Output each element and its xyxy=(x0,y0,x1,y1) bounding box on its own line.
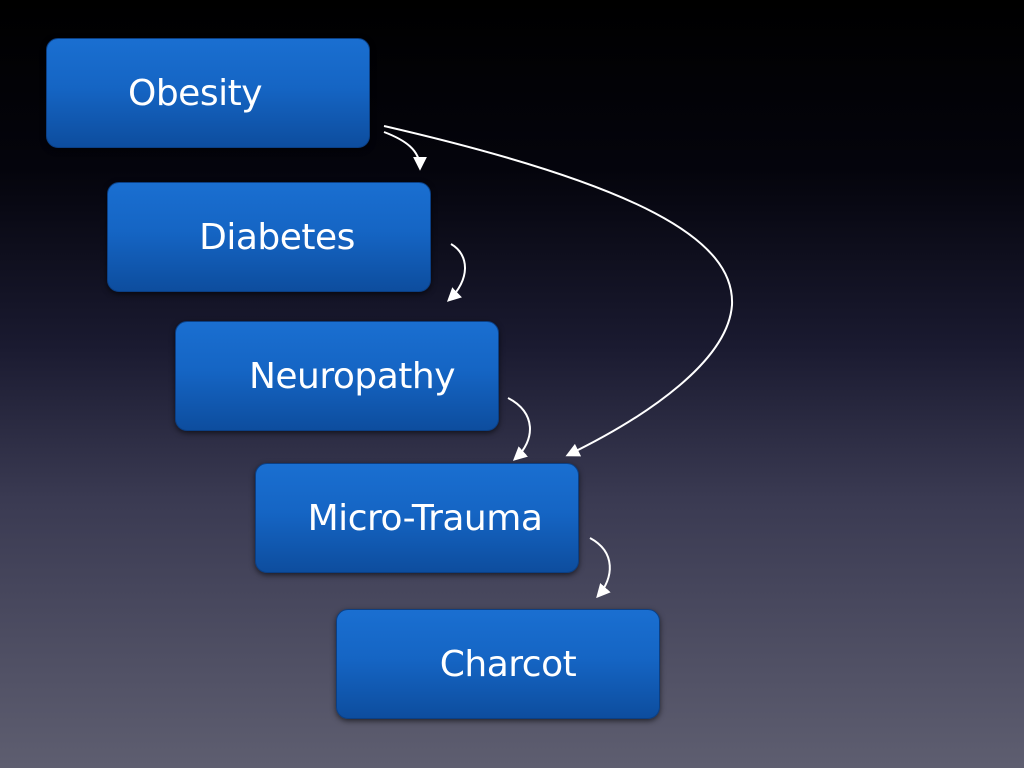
node-label: Diabetes xyxy=(199,216,355,258)
node-neuropathy: Neuropathy xyxy=(175,321,499,431)
node-charcot: Charcot xyxy=(336,609,660,719)
node-micro-trauma: Micro-Trauma xyxy=(255,463,579,573)
arrow-micro-trauma-to-charcot xyxy=(589,537,611,599)
node-obesity: Obesity xyxy=(46,38,370,148)
node-diabetes: Diabetes xyxy=(107,182,431,292)
arrow-diabetes-to-neuropathy xyxy=(446,243,466,302)
arrow-obesity-to-diabetes xyxy=(383,131,427,171)
node-label: Obesity xyxy=(127,72,263,114)
node-label: Micro-Trauma xyxy=(307,497,543,539)
arrow-neuropathy-to-micro-trauma xyxy=(507,397,531,461)
node-label: Neuropathy xyxy=(248,355,456,397)
node-label: Charcot xyxy=(439,643,577,685)
